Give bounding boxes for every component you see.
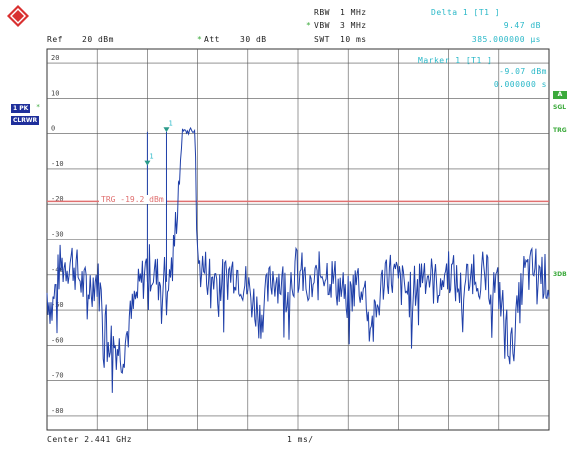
measurement-trace: [46, 126, 550, 393]
center-frequency: Center 2.441 GHz: [47, 435, 133, 444]
ref-level-value: 20 dBm: [82, 35, 114, 44]
y-tick-label: 10: [51, 89, 59, 97]
trigger-label-text: TRG: [101, 195, 116, 204]
vbw-value: 3 MHz: [340, 21, 367, 30]
y-tick-label: -10: [51, 160, 64, 168]
company-logo: [6, 4, 30, 32]
marker1-level: -9.07 dBm: [499, 67, 547, 76]
att-coupled-star: *: [197, 35, 203, 44]
marker-label: 1: [168, 119, 172, 127]
y-tick-label: -70: [51, 372, 64, 380]
marker1-title: Marker 1 [T1 ]: [418, 56, 493, 65]
attenuation-label: Att: [204, 35, 220, 44]
rbw-label: RBW: [314, 8, 330, 17]
y-tick-label: -60: [51, 336, 64, 344]
delta-marker-title: Delta 1 [T1 ]: [431, 8, 501, 17]
attenuation-value: 30 dB: [240, 35, 267, 44]
y-tick-label: 0: [51, 125, 55, 133]
y-tick-label: -30: [51, 231, 64, 239]
trigger-value-text: -19.2 dBm: [120, 195, 164, 204]
trigger-level-label: TRG -19.2 dBm: [99, 195, 166, 204]
y-tick-label: -20: [51, 195, 64, 203]
delta-marker-level: 9.47 dB: [503, 21, 541, 30]
trg-indicator: TRG: [553, 127, 567, 134]
time-per-division: 1 ms/: [287, 435, 314, 444]
sweep-time-value: 10 ms: [340, 35, 367, 44]
y-tick-label: 20: [51, 54, 59, 62]
trace-detector-badge: 1 PK: [11, 104, 31, 113]
marker-label: 1: [149, 153, 153, 161]
3db-indicator: 3DB: [553, 271, 567, 278]
marker1-time: 0.000000 s: [493, 80, 547, 89]
vbw-coupled-star: *: [306, 21, 312, 30]
trace-mode-badge: CLRWR: [11, 116, 40, 125]
ref-level-label: Ref: [47, 35, 63, 44]
vbw-label: VBW: [314, 21, 330, 30]
sweep-time-label: SWT: [314, 35, 330, 44]
rbw-value: 1 MHz: [340, 8, 367, 17]
sgl-indicator: SGL: [553, 104, 567, 111]
delta-marker-time: 385.000000 µs: [471, 35, 541, 44]
trace-a-badge: A: [553, 91, 567, 99]
marker-1-triangle: [144, 160, 151, 166]
trace-star: *: [36, 103, 41, 111]
delta-marker-triangle: [163, 127, 170, 133]
y-tick-label: -80: [51, 407, 64, 415]
